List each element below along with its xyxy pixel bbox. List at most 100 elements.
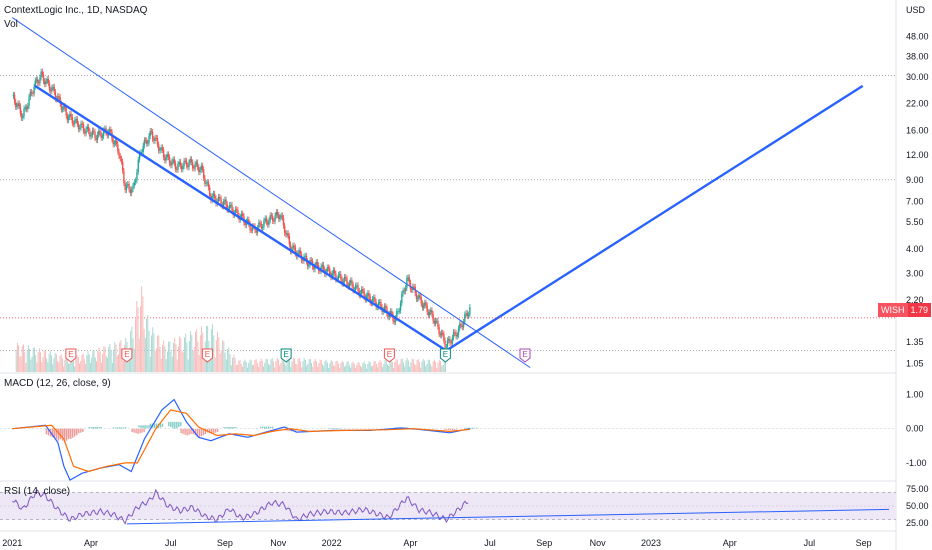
volume-bar <box>98 347 100 372</box>
volume-bar <box>271 358 273 372</box>
price-pane[interactable] <box>0 17 896 369</box>
candle-body <box>320 266 322 271</box>
macd-histogram-bar <box>225 427 227 429</box>
macd-histogram-bar <box>131 428 133 432</box>
candle-body <box>161 147 164 150</box>
macd-histogram-bar <box>186 428 188 436</box>
candle-body <box>71 116 74 124</box>
volume-bar <box>27 345 29 372</box>
volume-bar <box>66 357 68 372</box>
rsi-pane[interactable] <box>0 488 896 525</box>
volume-bar <box>181 350 183 372</box>
volume-bar <box>417 358 419 372</box>
macd-histogram-bar <box>335 428 337 429</box>
macd-pane[interactable] <box>0 398 896 481</box>
candle-body <box>389 311 392 315</box>
volume-bar <box>285 365 287 372</box>
candle-body <box>289 244 292 252</box>
earnings-marker <box>280 348 292 363</box>
candle-body <box>100 133 102 138</box>
macd-histogram-bar <box>138 425 140 428</box>
volume-bar <box>306 365 308 372</box>
candle-body <box>129 189 132 194</box>
candle-body <box>12 94 15 96</box>
candle-body <box>54 91 57 99</box>
volume-bar <box>212 323 214 372</box>
price-tick-label: 7.00 <box>906 196 924 206</box>
volume-bar <box>18 345 20 372</box>
candle-body <box>398 310 400 312</box>
earnings-marker <box>519 348 531 363</box>
candle-body <box>391 311 393 315</box>
volume-bar <box>127 355 129 372</box>
volume-bar <box>166 351 168 372</box>
candle-body <box>164 157 166 161</box>
volume-bar <box>430 363 432 372</box>
last-price-tag: WISH 1.79 <box>878 303 932 317</box>
candle-body <box>113 143 116 145</box>
candle-body <box>13 94 16 102</box>
volume-bar <box>309 358 311 372</box>
volume-bar <box>337 363 339 372</box>
candle-body <box>249 223 251 231</box>
candle-body <box>86 126 89 130</box>
candle-body <box>338 273 341 275</box>
candle-body <box>467 314 470 317</box>
volume-bar <box>311 363 312 372</box>
volume-bar <box>234 358 236 372</box>
macd-histogram-bar <box>47 428 50 436</box>
volume-bar <box>118 354 119 372</box>
x-tick-label: 2023 <box>641 538 661 548</box>
macd-histogram-bar <box>125 427 127 429</box>
candle-body <box>179 161 182 166</box>
volume-bar <box>88 354 90 372</box>
candle-body <box>28 97 30 106</box>
candle-body <box>178 161 180 165</box>
candle-body <box>367 293 369 296</box>
volume-bar <box>282 357 284 372</box>
candle-body <box>69 113 71 118</box>
volume-bar <box>372 365 374 372</box>
candle-body <box>127 183 129 186</box>
macd-histogram-bar <box>90 427 92 429</box>
candle-body <box>158 144 160 151</box>
volume-bar <box>62 358 63 372</box>
macd-histogram-bar <box>447 428 450 430</box>
candle-body <box>452 332 455 338</box>
volume-bar <box>428 359 430 372</box>
candle-body <box>147 142 149 144</box>
volume-bar <box>225 359 227 372</box>
candle-body <box>420 296 422 304</box>
macd-histogram-bar <box>94 427 96 429</box>
candle-body <box>357 285 359 291</box>
volume-bar <box>344 366 345 372</box>
volume-bar <box>296 364 298 372</box>
candle-body <box>35 79 38 81</box>
volume-bar <box>274 367 276 372</box>
volume-bar <box>367 363 369 372</box>
volume-bar <box>341 360 343 372</box>
candle-body <box>402 290 404 294</box>
volume-bar <box>16 342 18 372</box>
candle-body <box>365 295 368 300</box>
volume-bar <box>105 356 107 372</box>
macd-histogram-bar <box>227 427 229 429</box>
volume-bar <box>342 362 344 372</box>
candle-body <box>430 310 432 313</box>
volume-bar <box>304 359 306 372</box>
volume-bar <box>228 347 230 372</box>
volume-bar <box>329 363 331 372</box>
volume-bar <box>382 367 384 372</box>
candle-body <box>52 86 54 88</box>
volume-bar <box>347 361 349 372</box>
macd-histogram-bar <box>141 428 143 433</box>
volume-bar <box>292 357 294 372</box>
candle-body <box>146 140 148 144</box>
candle-body <box>63 106 65 109</box>
volume-bar <box>218 337 220 372</box>
candle-body <box>91 130 94 136</box>
earnings-marker <box>201 348 213 363</box>
candle-body <box>443 333 445 341</box>
price-tick-label: 5.50 <box>906 217 924 227</box>
volume-bar <box>190 331 192 372</box>
